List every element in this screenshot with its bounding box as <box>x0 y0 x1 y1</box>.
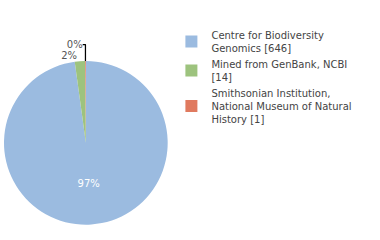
svg-text:Smithsonian Institution,Nation: Smithsonian Institution,National Museum … <box>211 88 351 125</box>
svg-text:Mined from GenBank, NCBI[14]: Mined from GenBank, NCBI[14] <box>211 59 347 83</box>
svg-text:0%: 0% <box>67 39 83 50</box>
svg-text:97%: 97% <box>78 178 100 189</box>
svg-text:2%: 2% <box>61 50 77 61</box>
svg-text:Centre for BiodiversityGenomic: Centre for BiodiversityGenomics [646] <box>211 30 324 54</box>
